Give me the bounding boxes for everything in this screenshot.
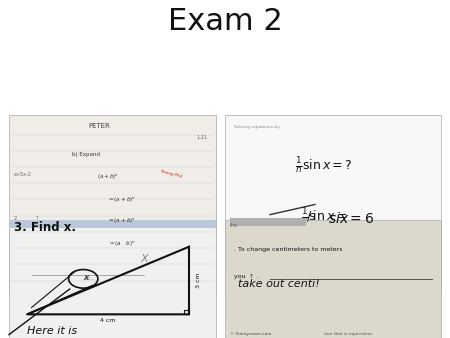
Text: you  ?  .: you ? . xyxy=(234,274,259,279)
Text: 1.21: 1.21 xyxy=(196,135,207,140)
Bar xyxy=(9,220,216,338)
Bar xyxy=(225,115,441,294)
Text: $\frac{1}{x}\mathrm{s}\!\!\!\!/\,\mathrm{in}\, x =$: $\frac{1}{x}\mathrm{s}\!\!\!\!/\,\mathrm… xyxy=(301,206,347,227)
Text: 3. Find x.: 3. Find x. xyxy=(14,221,76,234)
Text: . To change centimeters to meters: . To change centimeters to meters xyxy=(234,247,342,252)
Text: ?: ? xyxy=(36,216,39,221)
Text: $=(a + b)^n$: $=(a + b)^n$ xyxy=(107,216,136,225)
Text: x: x xyxy=(83,273,88,282)
Text: 2: 2 xyxy=(14,216,17,221)
Bar xyxy=(9,115,216,294)
Text: 3 cm: 3 cm xyxy=(196,273,201,288)
Text: etc...: etc... xyxy=(84,275,96,281)
Bar xyxy=(9,220,216,228)
Text: $= (a + b)^n$: $= (a + b)^n$ xyxy=(107,196,136,205)
Text: tion that is equivalent: tion that is equivalent xyxy=(324,332,372,336)
Text: b) Expand: b) Expand xyxy=(72,152,99,157)
Bar xyxy=(225,220,441,338)
Text: PETER: PETER xyxy=(88,123,110,129)
Text: $(a+b)^n$: $(a+b)^n$ xyxy=(97,172,119,182)
Bar xyxy=(184,310,189,314)
Text: Exam 2: Exam 2 xyxy=(167,7,283,36)
Text: $\frac{1}{n}\sin x = ?$: $\frac{1}{n}\sin x = ?$ xyxy=(295,155,353,176)
Text: © Funnyexam.com: © Funnyexam.com xyxy=(230,332,271,336)
Text: Here it is: Here it is xyxy=(27,326,77,336)
Text: the: the xyxy=(230,223,238,228)
Text: X: X xyxy=(140,254,148,264)
Text: $six = 6$: $six = 6$ xyxy=(328,212,374,226)
Text: x+5x-2: x+5x-2 xyxy=(14,172,32,177)
Text: 4 cm: 4 cm xyxy=(100,318,116,323)
Text: Young Phil: Young Phil xyxy=(160,169,182,178)
Text: take out centi!: take out centi! xyxy=(238,279,320,289)
Text: $=(a \quad b)^n$: $=(a \quad b)^n$ xyxy=(108,240,135,249)
Bar xyxy=(230,218,306,226)
Text: Solving equations by: Solving equations by xyxy=(234,125,280,129)
